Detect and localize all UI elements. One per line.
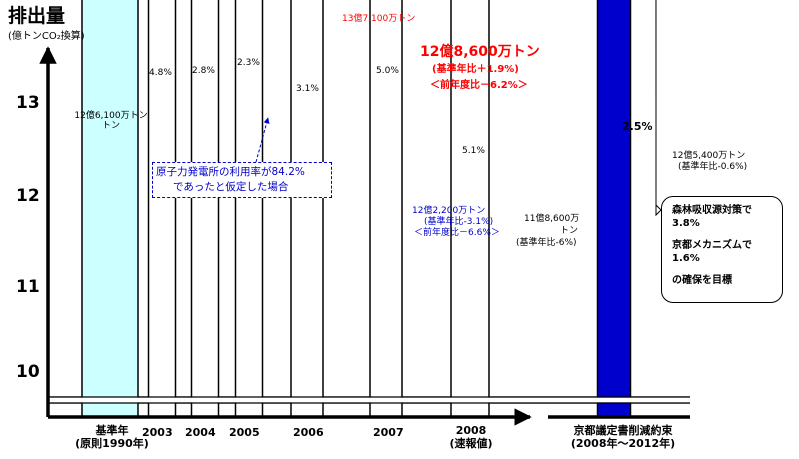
bar-1-lower: [147, 0, 177, 418]
note-bracket: [655, 0, 662, 217]
nuclear-note-line1: 原子力発電所の利用率が84.2%: [156, 166, 305, 178]
x-label-base: 基準年 (原則1990年): [75, 424, 149, 450]
note-line-5: の確保を目標: [672, 275, 732, 286]
unit-label: (億トンCO₂換算): [8, 31, 85, 42]
y2008-prev-ratio: ＜前年度比－6.2%＞: [430, 80, 528, 91]
bar-4-lower: [290, 0, 324, 418]
nuclear-note-box: 原子力発電所の利用率が84.2% であったと仮定した場合: [152, 162, 332, 198]
note-line-2: 3.8%: [672, 218, 700, 229]
base-year-bar: [81, 0, 139, 418]
kyoto-target-value: 12億5,400万トン: [672, 151, 746, 161]
x-label-2004: 2004: [185, 426, 216, 439]
x-label-2007: 2007: [373, 426, 404, 439]
bar-5-lower: [369, 0, 403, 418]
note-line-4: 1.6%: [672, 253, 700, 264]
domestic-ton: トン: [560, 226, 579, 236]
domestic-value: 11億8,600万: [524, 214, 580, 224]
adj-base-ratio: (基準年比-3.1%): [424, 217, 494, 227]
pct-2004: 2.8%: [192, 66, 215, 76]
adj-prev-ratio: ＜前年度比－6.6%＞: [414, 228, 500, 238]
pct-2006: 3.1%: [296, 84, 319, 94]
bar-2-lower: [190, 0, 220, 418]
x-label-2008: 2008 (速報値): [449, 424, 493, 450]
y-tick-12: 12: [16, 186, 40, 206]
domestic-ratio: (基準年比-6%): [516, 238, 577, 248]
kyoto-target-ratio: (基準年比-0.6%): [678, 162, 748, 172]
pct-2007: 5.0%: [376, 66, 399, 76]
axis-break-gap: [48, 397, 690, 403]
note-callout: [255, 117, 270, 163]
pct-2005: 2.3%: [237, 58, 260, 68]
y2008-base-ratio: (基準年比＋1.9%): [432, 64, 519, 75]
overlays: [39, 0, 690, 426]
y-tick-11: 11: [16, 277, 40, 297]
y-tick-13: 13: [16, 93, 40, 113]
x-label-2003: 2003: [142, 426, 173, 439]
nuclear-note-line2: であったと仮定した場合: [173, 181, 289, 193]
base-year-value: 12億6,100万トン トン: [74, 111, 148, 132]
x-label-2005: 2005: [229, 426, 260, 439]
kyoto-domestic-segment: [596, 0, 632, 418]
note-line-3: 京都メカニズムで: [672, 240, 752, 251]
offset-note-box: 森林吸収源対策で 3.8% 京都メカニズムで 1.6% の確保を目標: [661, 196, 783, 303]
pct-2003: 4.8%: [149, 68, 172, 78]
note-line-1: 森林吸収源対策で: [672, 205, 752, 216]
chart-title: 排出量: [8, 5, 66, 27]
y-tick-10: 10: [16, 362, 40, 382]
gap-pct: 2.5%: [622, 120, 653, 133]
x-label-kyoto: 京都議定書削減約束 (2008年～2012年): [570, 424, 676, 450]
bar-3-lower: [234, 0, 264, 418]
y2008-headline: 12億8,600万トン: [420, 44, 540, 60]
y2007-value: 13億7,100万トン: [342, 14, 416, 24]
bars: [81, 0, 632, 418]
x-label-2006: 2006: [293, 426, 324, 439]
adj-value: 12億2,200万トン: [412, 206, 486, 216]
pct-2008: 5.1%: [462, 146, 485, 156]
